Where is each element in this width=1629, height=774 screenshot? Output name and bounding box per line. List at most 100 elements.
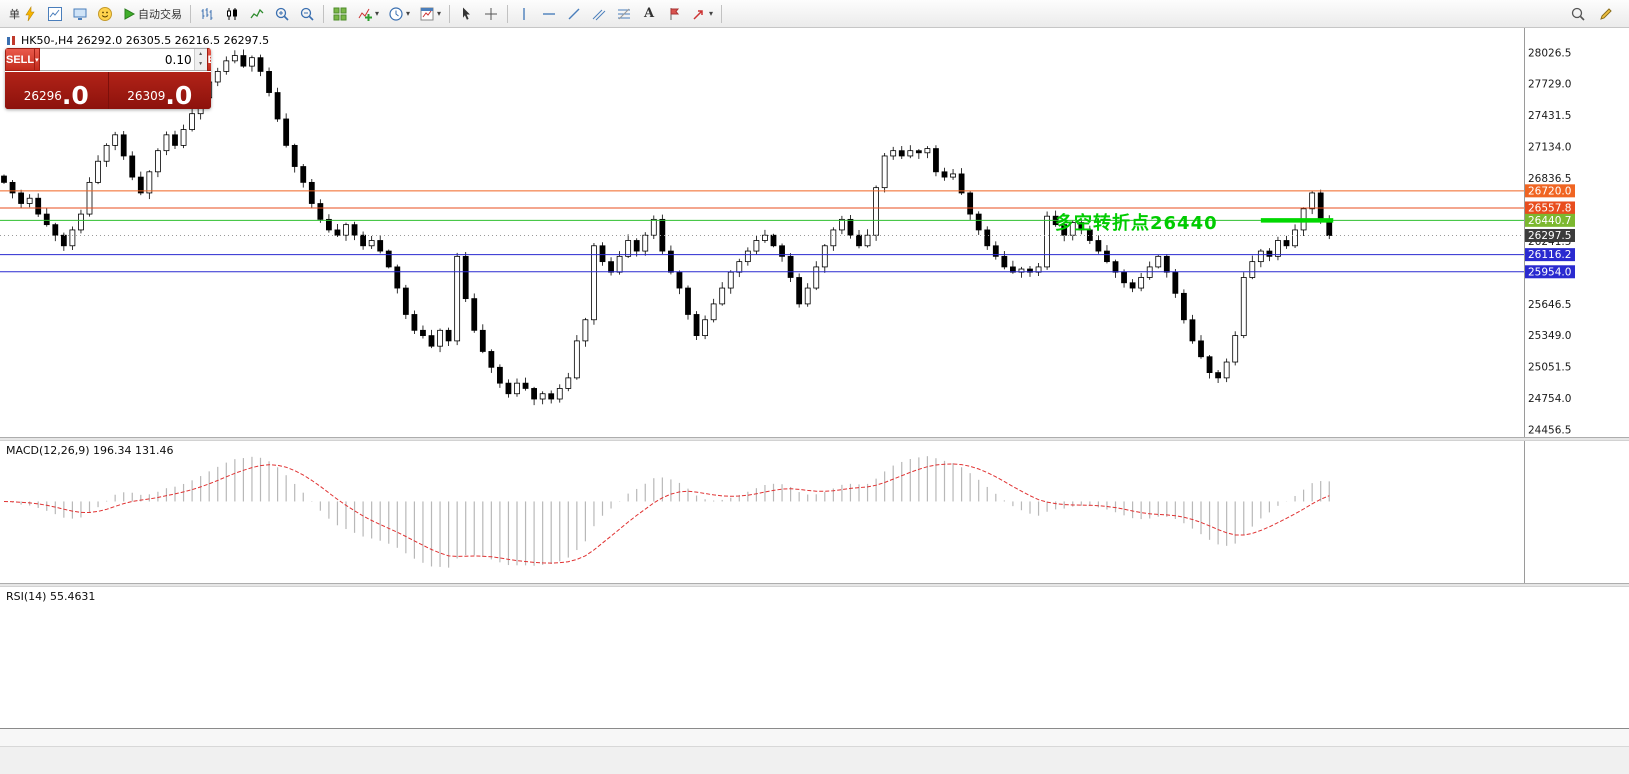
one-click-trading-panel: SELL ▾ ▲ ▼ BUY 26296 .0 26309 .0 [5,48,211,109]
new-order-button[interactable]: 单 [5,3,42,25]
equidistant-channel-button[interactable] [587,3,611,25]
toolbar-separator [507,4,509,23]
dropdown-caret-icon: ▾ [406,9,411,18]
tile-windows-icon [333,7,347,20]
toolbar-separator [721,4,723,23]
navigator-icon [73,8,87,20]
arrow-shape-icon [693,9,703,20]
candles-series [1,49,1333,406]
expert-advisors-button[interactable] [93,3,117,25]
expert-advisors-icon [98,6,112,21]
macd-histogram [11,456,1330,568]
toolbar-right-group [1566,3,1624,25]
templates-button[interactable]: ▾ [415,3,445,25]
vertical-line-icon [523,7,525,20]
trade-dropdown-button[interactable]: ▾ [35,48,40,71]
panel-separator[interactable] [0,437,1629,441]
main-toolbar: 单 自动交易 ▾ ▾ ▾ [0,0,1629,28]
dropdown-caret-icon: ▾ [437,9,442,18]
tile-windows-button[interactable] [328,3,352,25]
vertical-line-button[interactable] [512,3,536,25]
trendline-button[interactable] [562,3,586,25]
volume-up-button[interactable]: ▲ [194,49,207,60]
sell-button[interactable]: SELL [5,48,36,71]
line-chart-icon [250,8,264,18]
price-axis-label: 25349.0 [1528,330,1571,342]
search-button[interactable] [1566,3,1590,25]
periods-clock-icon [389,6,403,21]
volume-box: ▲ ▼ [39,48,207,71]
templates-icon [420,7,434,20]
price-axis-label: 25051.5 [1528,362,1571,374]
label-tool-button[interactable] [662,3,686,25]
zoom-out-icon [300,7,314,21]
pencil-icon [1600,7,1612,20]
bar-chart-button[interactable] [195,3,219,25]
new-order-icon [25,5,35,21]
macd-panel-canvas[interactable] [0,441,1629,583]
candlestick-chart-button[interactable] [220,3,244,25]
cursor-icon [463,7,471,20]
toolbar-separator [449,4,451,23]
chart-title-row: HK50-,H4 26292.0 26305.5 26216.5 26297.5 [6,34,269,47]
toolbar-separator [190,4,191,23]
macd-label: MACD(12,26,9) 196.34 131.46 [6,444,174,457]
buy-price-int: 26309 [127,89,166,103]
auto-trading-button[interactable]: 自动交易 [118,3,186,25]
time-axis[interactable] [0,728,1629,746]
candlestick-chart-icon [227,7,237,20]
price-marker-label: 26116.2 [1528,249,1571,261]
sell-price-dec: .0 [61,80,89,109]
market-watch-icon [48,6,62,21]
price-marker [1525,213,1575,227]
cursor-button[interactable] [454,3,478,25]
price-axis-label: 25646.5 [1528,299,1571,311]
navigator-button[interactable] [68,3,92,25]
volume-input[interactable] [39,49,194,70]
indicators-button[interactable]: ▾ [353,3,383,25]
main-chart-canvas[interactable]: 28026.527729.027431.527134.026836.526539… [0,28,1629,437]
window-bottom-strip [0,746,1629,774]
crosshair-button[interactable] [479,3,503,25]
indicators-icon [358,8,372,21]
market-watch-button[interactable] [43,3,67,25]
text-tool-button[interactable]: A [637,3,661,25]
auto-trading-play-icon [124,7,136,20]
chart-annotation: 多空转折点26440 [1055,213,1218,234]
dropdown-caret-icon: ▾ [709,9,714,18]
price-axis-label: 28026.5 [1528,47,1571,59]
zoom-out-button[interactable] [295,3,319,25]
price-marker-label: 26720.0 [1528,185,1571,197]
price-marker [1525,201,1575,215]
search-icon [1571,7,1585,21]
buy-button[interactable]: BUY [206,48,211,71]
volume-spinner: ▲ ▼ [193,49,207,70]
price-axis-label: 26836.5 [1528,173,1571,185]
line-chart-button[interactable] [245,3,269,25]
trade-controls-row: SELL ▾ ▲ ▼ BUY [5,48,211,71]
dropdown-caret-icon: ▾ [35,56,39,64]
rsi-panel-canvas[interactable] [0,587,1629,728]
zoom-in-icon [275,7,289,21]
fibonacci-button[interactable] [612,3,636,25]
level-lines [0,190,1524,273]
auto-trading-label: 自动交易 [138,8,182,21]
price-marker-label: 25954.0 [1528,266,1571,278]
price-marker-label: 26440.7 [1528,215,1571,227]
buy-price-button[interactable]: 26309 .0 [108,72,211,109]
arrows-tool-button[interactable]: ▾ [687,3,717,25]
panel-separator[interactable] [0,583,1629,587]
volume-down-button[interactable]: ▼ [194,59,207,70]
new-order-label: 单 [9,8,20,21]
price-marker-label: 26297.5 [1528,230,1571,242]
horizontal-line-button[interactable] [537,3,561,25]
pencil-button[interactable] [1594,3,1618,25]
sell-price-int: 26296 [23,89,62,103]
zoom-in-button[interactable] [270,3,294,25]
bar-chart-icon [201,7,213,20]
dropdown-caret-icon: ▾ [375,9,380,18]
periods-button[interactable]: ▾ [384,3,414,25]
crosshair-icon [485,7,498,20]
sell-price-button[interactable]: 26296 .0 [5,72,108,109]
